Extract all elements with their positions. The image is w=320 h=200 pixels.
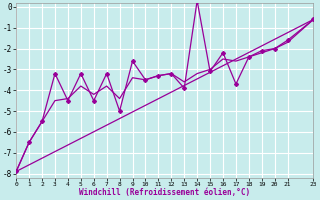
X-axis label: Windchill (Refroidissement éolien,°C): Windchill (Refroidissement éolien,°C) [79,188,250,197]
